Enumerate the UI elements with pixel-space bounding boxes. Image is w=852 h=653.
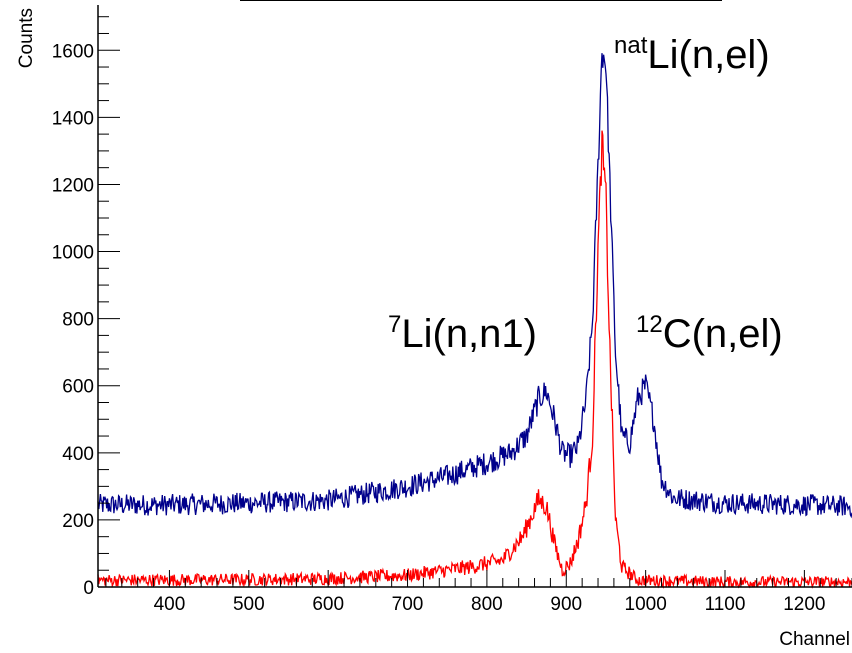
x-tick-label-400: 400 <box>154 594 186 615</box>
series-layer <box>97 53 852 589</box>
annotation-nat-li-text: Li(n,el) <box>647 33 770 77</box>
y-tick-label-1200: 1200 <box>52 175 94 196</box>
x-tick-label-700: 700 <box>392 594 424 615</box>
x-tick-label-800: 800 <box>471 594 503 615</box>
annotation-nat-li-elastic: natLi(n,el) <box>614 32 770 77</box>
y-tick-label-1600: 1600 <box>52 41 94 62</box>
annotation-7li-inelastic: 7Li(n,n1) <box>388 311 537 356</box>
x-tick-label-1000: 1000 <box>625 594 667 615</box>
annotation-7li-text: Li(n,n1) <box>401 312 537 356</box>
x-tick-label-900: 900 <box>550 594 582 615</box>
y-tick-label-0: 0 <box>83 578 94 599</box>
y-tick-label-1400: 1400 <box>52 108 94 129</box>
y-axis-title: Counts <box>16 8 37 68</box>
y-tick-label-800: 800 <box>62 310 94 331</box>
y-tick-label-1000: 1000 <box>52 243 94 264</box>
axis-layer: 400 500 600 700 800 900 1000 1100 1200 0 200 400 600… <box>52 5 852 615</box>
annotation-nat-li-prefix: nat <box>614 32 648 59</box>
x-tick-label-1100: 1100 <box>705 594 746 615</box>
annotation-12c-prefix: 12 <box>636 311 663 338</box>
x-axis-title: Channel <box>779 629 850 650</box>
x-tick-label-500: 500 <box>233 594 265 615</box>
y-tick-label-400: 400 <box>62 444 94 465</box>
annotation-12c-elastic: 12C(n,el) <box>636 311 783 356</box>
annotation-7li-prefix: 7 <box>388 311 402 338</box>
series-line-blue <box>97 53 852 519</box>
x-tick-label-1200: 1200 <box>783 594 825 615</box>
y-tick-label-600: 600 <box>62 377 94 398</box>
series-line-red <box>97 130 852 589</box>
annotation-12c-text: C(n,el) <box>662 312 783 356</box>
y-tick-label-200: 200 <box>62 511 94 532</box>
x-tick-label-600: 600 <box>312 594 344 615</box>
